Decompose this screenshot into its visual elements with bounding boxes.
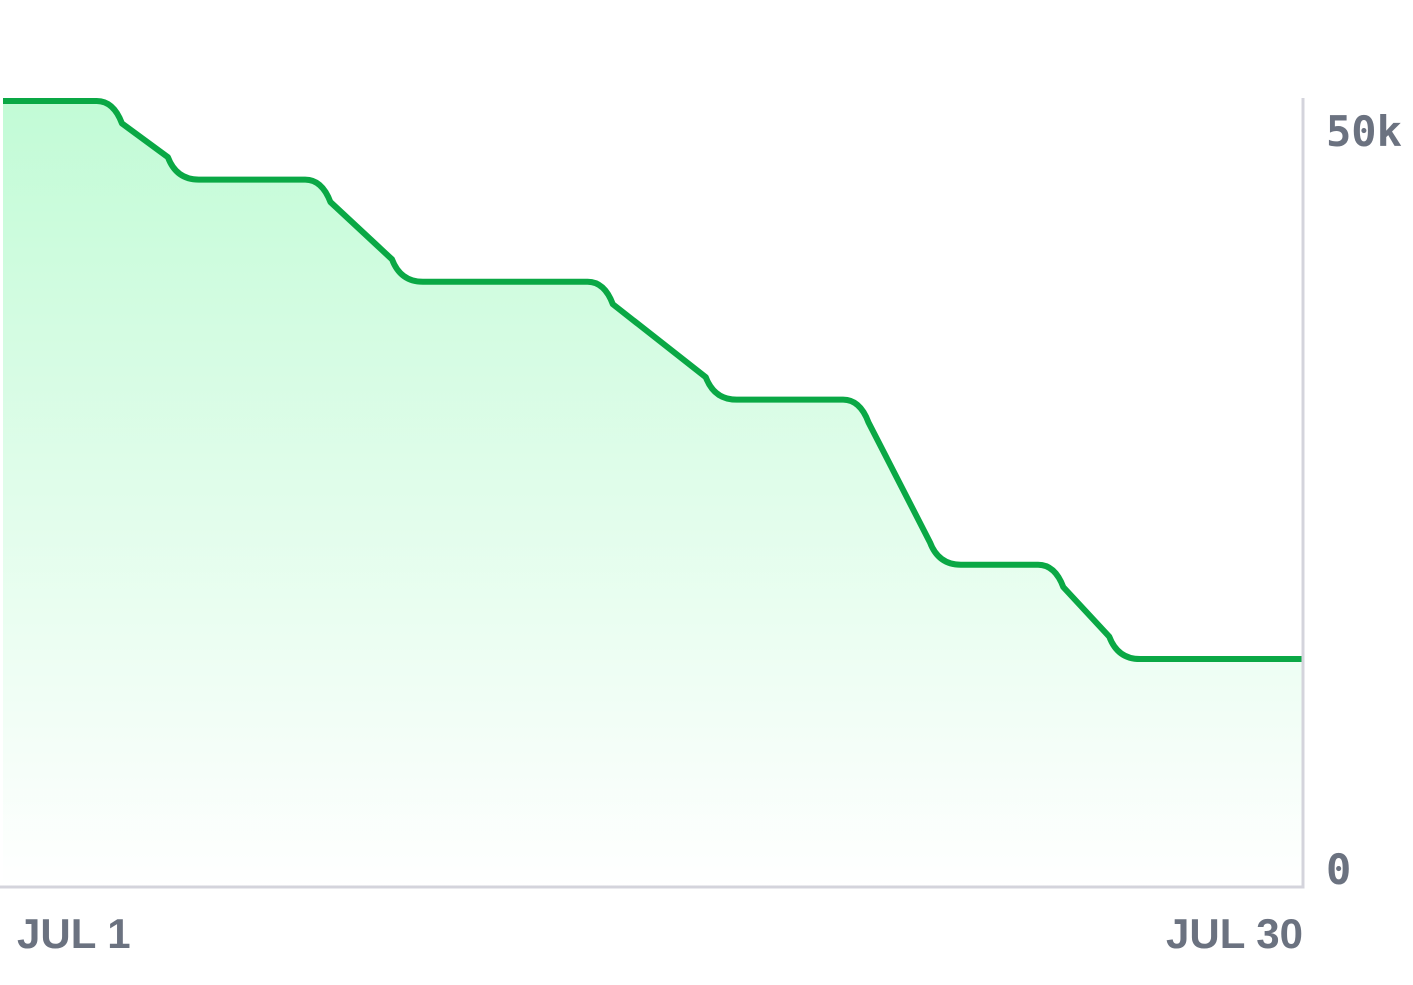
series-area-fill	[3, 101, 1303, 887]
x-tick-label-end: JUL 30	[1166, 910, 1303, 957]
series-line	[3, 98, 1303, 663]
y-tick-label-min: 0	[1326, 845, 1351, 894]
y-tick-label-max: 50k	[1326, 107, 1402, 156]
x-tick-label-start: JUL 1	[17, 910, 131, 957]
